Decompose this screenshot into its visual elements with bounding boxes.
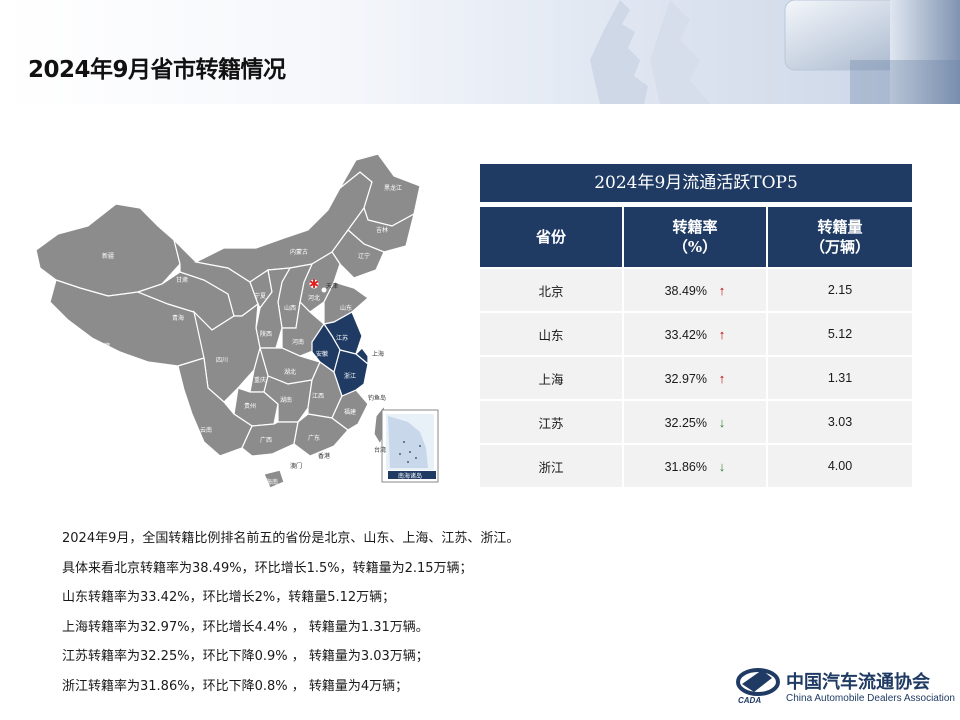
cell-volume: 4.00 xyxy=(768,443,912,487)
label-sichuan: 四川 xyxy=(216,357,228,364)
label-taiwan: 台湾 xyxy=(374,446,386,454)
table-row: 北京 38.49% ↑ 2.15 xyxy=(480,267,912,311)
cell-rate: 38.49% ↑ xyxy=(624,267,768,311)
cell-province: 山东 xyxy=(480,311,624,355)
trend-up-icon: ↑ xyxy=(718,326,726,342)
trend-down-icon: ↓ xyxy=(718,414,726,430)
header-rate: 转籍率 （%） xyxy=(624,207,768,267)
label-chongqing: 重庆 xyxy=(254,376,266,384)
label-heilongjiang: 黑龙江 xyxy=(384,184,402,192)
trend-down-icon: ↓ xyxy=(718,458,726,474)
label-xizang: 西藏 xyxy=(98,342,110,350)
table-row: 上海 32.97% ↑ 1.31 xyxy=(480,355,912,399)
logo-mark-text: CADA xyxy=(738,696,762,705)
map-region-zhejiang xyxy=(333,349,369,397)
label-hunan: 湖南 xyxy=(280,396,292,404)
cell-volume: 5.12 xyxy=(768,311,912,355)
cell-province: 浙江 xyxy=(480,443,624,487)
summary-line: 浙江转籍率为31.86%，环比下降0.8% ， 转籍量为4万辆； xyxy=(62,678,409,694)
label-diaoyudao: 钓鱼岛 xyxy=(368,394,386,402)
summary-text: 2024年9月，全国转籍比例排名前五的省份是北京、山东、上海、江苏、浙江。 具体… xyxy=(62,524,682,701)
label-tianjin: 天津 xyxy=(326,283,338,290)
page-title: 2024年9月省市转籍情况 xyxy=(28,57,286,83)
label-guangxi: 广西 xyxy=(260,436,272,444)
cell-volume: 3.03 xyxy=(768,399,912,443)
cell-province: 上海 xyxy=(480,355,624,399)
label-yunnan: 云南 xyxy=(200,426,212,434)
label-jiangsu: 江苏 xyxy=(336,334,348,342)
cada-logo: CADA 中国汽车流通协会 China Automobile Dealers A… xyxy=(732,664,955,708)
label-hebei: 河北 xyxy=(308,294,320,302)
table-row: 江苏 32.25% ↓ 3.03 xyxy=(480,399,912,443)
label-ningxia: 宁夏 xyxy=(254,292,266,300)
label-shanghai: 上海 xyxy=(372,350,384,358)
table-title: 2024年9月流通活跃TOP5 xyxy=(480,164,912,202)
label-liaoning: 辽宁 xyxy=(358,252,370,260)
label-gansu: 甘肃 xyxy=(176,276,188,284)
china-map: ✱ 黑龙江 吉林 辽宁 内蒙古 新疆 甘肃 青海 西藏 四川 云南 贵州 广西 … xyxy=(28,152,448,497)
label-shaanxi: 陕西 xyxy=(260,330,272,338)
logo-name-en: China Automobile Dealers Association xyxy=(786,693,955,704)
label-henan: 河南 xyxy=(292,338,304,346)
cell-province: 北京 xyxy=(480,267,624,311)
label-zhejiang: 浙江 xyxy=(344,372,356,380)
top5-table: 省份 转籍率 （%） 转籍量 （万辆） 北京 38.49% ↑ 2.15 山东 33.… xyxy=(480,207,912,487)
label-jilin: 吉林 xyxy=(376,226,388,234)
cell-rate: 33.42% ↑ xyxy=(624,311,768,355)
table-row: 山东 33.42% ↑ 5.12 xyxy=(480,311,912,355)
label-fujian: 福建 xyxy=(344,408,356,416)
table-header-row: 省份 转籍率 （%） 转籍量 （万辆） xyxy=(480,207,912,267)
header-volume: 转籍量 （万辆） xyxy=(768,207,912,267)
header-banner: 2024年9月省市转籍情况 xyxy=(0,0,960,104)
label-qinghai: 青海 xyxy=(172,314,184,322)
cell-province: 江苏 xyxy=(480,399,624,443)
label-anhui: 安徽 xyxy=(316,350,328,358)
china-map-graphic: ✱ 黑龙江 吉林 辽宁 内蒙古 新疆 甘肃 青海 西藏 四川 云南 贵州 广西 … xyxy=(35,153,439,489)
label-hubei: 湖北 xyxy=(284,368,296,376)
label-shanxi: 山西 xyxy=(284,304,296,312)
label-hongkong: 香港 xyxy=(318,452,330,460)
beijing-marker-icon: ✱ xyxy=(309,277,319,291)
cada-logo-icon xyxy=(736,668,780,696)
summary-line: 上海转籍率为32.97%，环比增长4.4% ， 转籍量为1.31万辆。 xyxy=(62,619,429,635)
table-row: 浙江 31.86% ↓ 4.00 xyxy=(480,443,912,487)
logo-name-cn: 中国汽车流通协会 xyxy=(786,672,930,693)
trend-up-icon: ↑ xyxy=(718,282,726,298)
cell-volume: 1.31 xyxy=(768,355,912,399)
label-xinjiang: 新疆 xyxy=(102,252,114,260)
label-nanhai: 南海诸岛 xyxy=(398,472,422,480)
cell-rate: 32.97% ↑ xyxy=(624,355,768,399)
cell-rate: 31.86% ↓ xyxy=(624,443,768,487)
label-jiangxi: 江西 xyxy=(312,393,324,400)
summary-line: 2024年9月，全国转籍比例排名前五的省份是北京、山东、上海、江苏、浙江。 xyxy=(62,531,520,546)
cell-rate: 32.25% ↓ xyxy=(624,399,768,443)
label-guizhou: 贵州 xyxy=(244,402,256,410)
label-shandong: 山东 xyxy=(340,304,352,312)
summary-line: 江苏转籍率为32.25%，环比下降0.9% ， 转籍量为3.03万辆； xyxy=(62,649,429,664)
map-region-shanghai xyxy=(355,347,369,366)
map-region-hainan xyxy=(263,469,285,489)
map-region-beijing xyxy=(308,278,320,290)
map-region-tianjin xyxy=(320,286,328,294)
label-hainan: 海南 xyxy=(266,478,278,486)
label-neimenggu: 内蒙古 xyxy=(290,248,308,256)
summary-line: 具体来看北京转籍率为38.49%，环比增长1.5%，转籍量为2.15万辆； xyxy=(62,560,473,576)
header-decoration-image xyxy=(590,0,960,104)
summary-line: 山东转籍率为33.42%，环比增长2%，转籍量5.12万辆； xyxy=(62,590,396,605)
label-guangdong: 广东 xyxy=(308,434,320,442)
cell-volume: 2.15 xyxy=(768,267,912,311)
trend-up-icon: ↑ xyxy=(718,370,726,386)
label-macau: 澳门 xyxy=(290,462,302,470)
header-province: 省份 xyxy=(480,207,624,267)
